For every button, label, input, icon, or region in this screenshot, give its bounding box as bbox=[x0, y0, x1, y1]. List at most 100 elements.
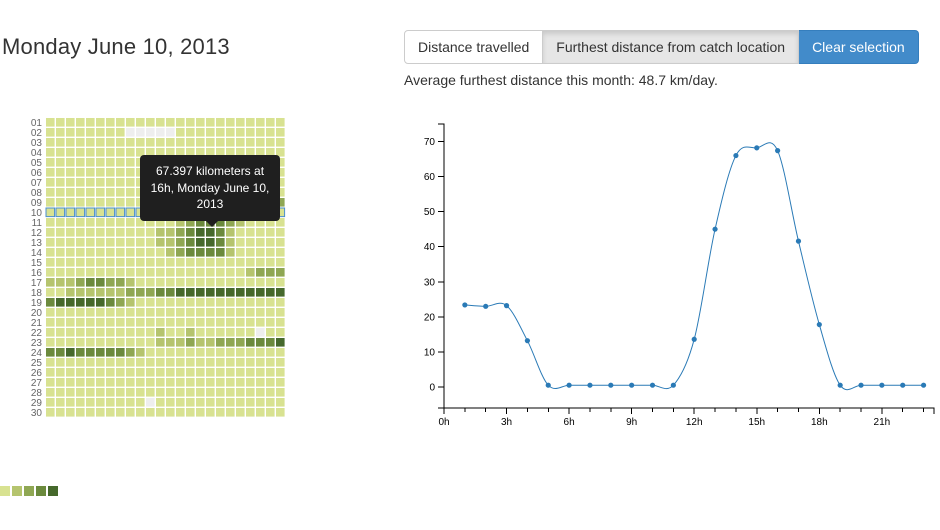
heatmap-cell[interactable] bbox=[186, 288, 195, 297]
heatmap-cell[interactable] bbox=[76, 178, 85, 187]
heatmap-cell[interactable] bbox=[196, 308, 205, 317]
heatmap-cell[interactable] bbox=[96, 188, 105, 197]
heatmap-cell[interactable] bbox=[176, 278, 185, 287]
heatmap-cell[interactable] bbox=[136, 388, 145, 397]
heatmap-cell[interactable] bbox=[196, 348, 205, 357]
heatmap-cell[interactable] bbox=[266, 338, 275, 347]
heatmap-cell[interactable] bbox=[96, 278, 105, 287]
heatmap-cell[interactable] bbox=[76, 388, 85, 397]
heatmap-cell[interactable] bbox=[116, 238, 125, 247]
heatmap-cell[interactable] bbox=[56, 178, 65, 187]
heatmap-cell[interactable] bbox=[226, 148, 235, 157]
heatmap-cell[interactable] bbox=[136, 248, 145, 257]
heatmap-cell[interactable] bbox=[76, 338, 85, 347]
heatmap-cell[interactable] bbox=[276, 288, 285, 297]
heatmap-cell[interactable] bbox=[106, 168, 115, 177]
heatmap-cell[interactable] bbox=[46, 338, 55, 347]
heatmap-cell[interactable] bbox=[176, 138, 185, 147]
heatmap-cell[interactable] bbox=[116, 358, 125, 367]
heatmap-cell[interactable] bbox=[226, 398, 235, 407]
data-point[interactable] bbox=[524, 338, 531, 344]
heatmap-cell[interactable] bbox=[86, 398, 95, 407]
data-point[interactable] bbox=[920, 382, 927, 388]
heatmap-cell[interactable] bbox=[186, 238, 195, 247]
heatmap-cell[interactable] bbox=[226, 288, 235, 297]
heatmap-cell[interactable] bbox=[86, 138, 95, 147]
heatmap-cell[interactable] bbox=[166, 278, 175, 287]
heatmap-cell[interactable] bbox=[226, 248, 235, 257]
heatmap-cell[interactable] bbox=[236, 298, 245, 307]
heatmap-cell[interactable] bbox=[216, 128, 225, 137]
heatmap-cell[interactable] bbox=[116, 258, 125, 267]
data-point[interactable] bbox=[712, 226, 718, 232]
heatmap-cell[interactable] bbox=[166, 288, 175, 297]
heatmap-cell[interactable] bbox=[76, 328, 85, 337]
heatmap-cell[interactable] bbox=[76, 358, 85, 367]
heatmap-cell[interactable] bbox=[226, 408, 235, 417]
heatmap-cell[interactable] bbox=[176, 248, 185, 257]
heatmap-cell[interactable] bbox=[226, 118, 235, 127]
data-point[interactable] bbox=[566, 382, 572, 388]
heatmap-cell[interactable] bbox=[186, 348, 195, 357]
heatmap-cell[interactable] bbox=[276, 388, 285, 397]
data-point[interactable] bbox=[858, 382, 864, 388]
heatmap-cell[interactable] bbox=[256, 388, 265, 397]
heatmap-cell[interactable] bbox=[246, 328, 255, 337]
heatmap-cell[interactable] bbox=[76, 368, 85, 377]
heatmap-cell[interactable] bbox=[86, 198, 95, 207]
heatmap-cell[interactable] bbox=[216, 388, 225, 397]
heatmap-cell[interactable] bbox=[136, 348, 145, 357]
heatmap-cell[interactable] bbox=[126, 158, 135, 167]
heatmap-cell[interactable] bbox=[66, 398, 75, 407]
heatmap-cell[interactable] bbox=[116, 128, 125, 137]
heatmap-cell[interactable] bbox=[146, 318, 155, 327]
heatmap-cell[interactable] bbox=[146, 378, 155, 387]
heatmap-cell[interactable] bbox=[76, 408, 85, 417]
heatmap-cell[interactable] bbox=[146, 288, 155, 297]
heatmap-cell[interactable] bbox=[146, 228, 155, 237]
heatmap-cell[interactable] bbox=[56, 238, 65, 247]
heatmap-cell[interactable] bbox=[216, 398, 225, 407]
heatmap-cell[interactable] bbox=[156, 218, 165, 227]
heatmap-cell[interactable] bbox=[116, 308, 125, 317]
heatmap-cell[interactable] bbox=[66, 318, 75, 327]
heatmap-cell[interactable] bbox=[256, 268, 265, 277]
data-point[interactable] bbox=[816, 321, 822, 328]
heatmap-cell[interactable] bbox=[186, 308, 195, 317]
heatmap-cell[interactable] bbox=[266, 398, 275, 407]
heatmap-cell[interactable] bbox=[256, 398, 265, 407]
heatmap-cell[interactable] bbox=[186, 378, 195, 387]
heatmap-cell[interactable] bbox=[56, 198, 65, 207]
heatmap-cell[interactable] bbox=[126, 368, 135, 377]
heatmap-cell[interactable] bbox=[56, 268, 65, 277]
heatmap-cell[interactable] bbox=[86, 128, 95, 137]
heatmap-cell[interactable] bbox=[116, 218, 125, 227]
heatmap-cell[interactable] bbox=[156, 408, 165, 417]
heatmap-cell[interactable] bbox=[236, 218, 245, 227]
heatmap-cell[interactable] bbox=[176, 318, 185, 327]
heatmap-cell[interactable] bbox=[116, 298, 125, 307]
heatmap-cell[interactable] bbox=[106, 268, 115, 277]
heatmap-cell[interactable] bbox=[246, 238, 255, 247]
heatmap-cell[interactable] bbox=[196, 318, 205, 327]
heatmap-cell[interactable] bbox=[176, 288, 185, 297]
heatmap-cell[interactable] bbox=[156, 358, 165, 367]
heatmap-cell[interactable] bbox=[106, 388, 115, 397]
heatmap-cell[interactable] bbox=[86, 118, 95, 127]
heatmap-cell[interactable] bbox=[236, 268, 245, 277]
heatmap-cell[interactable] bbox=[246, 118, 255, 127]
data-point[interactable] bbox=[608, 382, 614, 388]
heatmap-cell[interactable] bbox=[166, 388, 175, 397]
heatmap-cell[interactable] bbox=[146, 298, 155, 307]
heatmap-cell[interactable] bbox=[206, 378, 215, 387]
heatmap-cell[interactable] bbox=[176, 268, 185, 277]
heatmap-cell[interactable] bbox=[246, 288, 255, 297]
heatmap-cell[interactable] bbox=[126, 328, 135, 337]
heatmap-cell[interactable] bbox=[176, 258, 185, 267]
heatmap-cell[interactable] bbox=[166, 128, 175, 137]
heatmap-cell[interactable] bbox=[126, 278, 135, 287]
data-point[interactable] bbox=[587, 382, 593, 388]
heatmap-cell[interactable] bbox=[256, 148, 265, 157]
heatmap-cell[interactable] bbox=[176, 368, 185, 377]
heatmap-cell[interactable] bbox=[206, 408, 215, 417]
